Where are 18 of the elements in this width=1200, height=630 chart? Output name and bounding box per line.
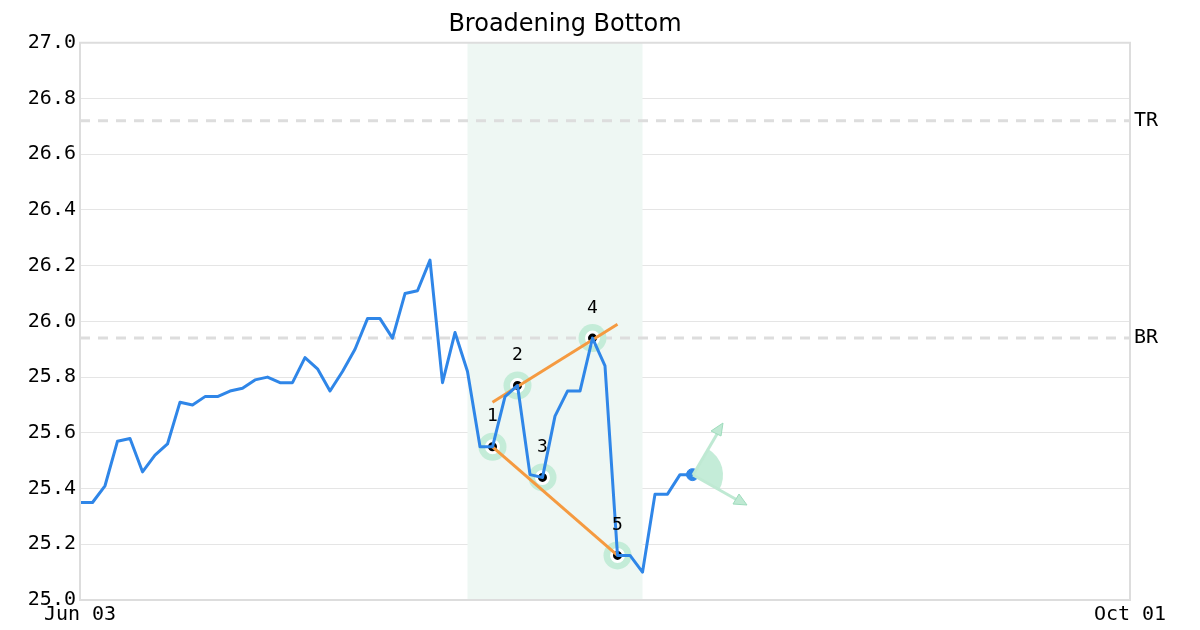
y-tick-label: 26.8	[27, 84, 76, 109]
y-tick-label: 25.6	[27, 419, 76, 444]
y-tick-label: 25.8	[27, 363, 76, 388]
y-tick-label: 27.0	[27, 29, 76, 53]
y-tick-label: 25.2	[27, 530, 76, 555]
annotation: 3	[537, 435, 548, 457]
ref-line-label: BR	[1134, 324, 1160, 349]
y-tick-label: 25.4	[27, 474, 76, 499]
ref-line-label: TR	[1134, 107, 1160, 132]
y-tick-label: 26.0	[27, 307, 76, 332]
chart-title: Broadening Bottom	[448, 8, 682, 37]
y-tick-label: 26.4	[27, 196, 76, 221]
y-tick-label: 26.2	[27, 251, 76, 276]
annotation: 1	[487, 404, 498, 426]
annotation: 4	[587, 295, 598, 317]
x-tick-label: Oct 01	[1093, 601, 1167, 626]
y-tick-label: 26.6	[27, 140, 76, 165]
annotation: 2	[512, 343, 523, 365]
